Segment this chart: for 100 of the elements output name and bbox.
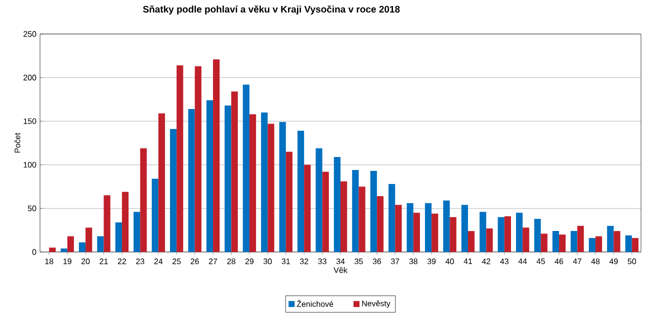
x-tick-label: 34	[336, 258, 345, 264]
chart-title: Sňatky podle pohlaví a věku v Kraji Vysočina v roce 2018	[142, 5, 400, 14]
x-tick-label: 36	[372, 258, 382, 264]
bar	[552, 231, 560, 252]
legend-label: Ženichové	[296, 300, 334, 307]
x-tick-label: 44	[518, 258, 527, 264]
x-tick-label: 32	[300, 258, 308, 264]
bar	[632, 238, 638, 252]
bar	[559, 234, 566, 252]
bar	[468, 231, 475, 252]
x-tick-label: 25	[172, 258, 181, 264]
bar	[78, 242, 86, 252]
bar	[104, 195, 110, 252]
y-tick-label: 50	[28, 206, 36, 212]
bar	[352, 170, 359, 252]
x-tick-label: 45	[536, 258, 545, 264]
x-tick-label: 41	[464, 258, 472, 264]
bar	[286, 152, 292, 252]
bar	[170, 129, 177, 252]
x-tick-label: 48	[591, 258, 600, 264]
bar	[334, 156, 340, 252]
bar	[67, 236, 74, 252]
bar	[297, 130, 304, 252]
x-tick-label: 49	[609, 258, 618, 264]
x-tick-label: 29	[245, 258, 254, 264]
x-axis-title: Věk	[334, 267, 348, 273]
bar	[340, 181, 348, 252]
bar	[213, 59, 220, 252]
bar	[522, 228, 530, 252]
y-tick-label: 100	[24, 162, 36, 168]
y-tick-label: 200	[24, 74, 36, 80]
x-tick-label: 42	[482, 258, 490, 264]
bar	[242, 84, 250, 252]
x-tick-label: 23	[136, 258, 144, 264]
bar	[358, 186, 366, 252]
x-tick-label: 33	[318, 258, 326, 264]
x-tick-label: 43	[500, 258, 508, 264]
y-axis-title: Počet	[14, 132, 20, 153]
bar	[498, 217, 504, 252]
x-tick-label: 21	[100, 258, 108, 264]
x-tick-label: 24	[154, 258, 163, 264]
bar	[115, 222, 122, 252]
bar	[49, 248, 56, 252]
bar	[406, 203, 414, 252]
bar	[279, 122, 286, 252]
bar	[316, 148, 322, 252]
x-tick-label: 31	[282, 258, 290, 264]
x-tick-label: 30	[264, 258, 272, 264]
y-tick-label: 0	[32, 249, 36, 255]
legend-label: Nevěsty	[362, 300, 390, 308]
bar	[188, 108, 195, 252]
bar	[97, 236, 104, 252]
bar	[534, 218, 541, 252]
x-tick-label: 28	[227, 258, 236, 264]
bar	[443, 200, 450, 252]
bar	[268, 124, 274, 252]
bar	[134, 212, 140, 252]
x-tick-label: 39	[427, 258, 436, 264]
x-tick-label: 46	[554, 258, 564, 264]
x-tick-label: 22	[118, 258, 126, 264]
bar	[231, 92, 238, 252]
bar	[607, 226, 614, 252]
bar	[516, 212, 523, 252]
bar	[432, 214, 438, 252]
bar	[194, 66, 202, 252]
bar	[413, 212, 420, 252]
bar	[86, 228, 92, 252]
bar	[376, 196, 384, 252]
x-tick-label: 18	[45, 258, 54, 264]
x-tick-label: 35	[354, 258, 363, 264]
bar	[370, 170, 377, 252]
bar	[395, 204, 402, 252]
bar	[176, 65, 184, 252]
y-tick-label: 150	[24, 118, 36, 124]
bar	[224, 105, 232, 252]
bar	[595, 236, 602, 252]
bar	[504, 216, 511, 252]
x-tick-label: 47	[572, 258, 582, 264]
bar	[486, 228, 493, 252]
bar	[614, 231, 620, 252]
bar	[249, 114, 256, 252]
bar	[625, 235, 632, 252]
x-tick-label: 19	[63, 258, 72, 264]
bar	[388, 184, 396, 252]
x-tick-label: 40	[446, 258, 454, 264]
bar	[577, 226, 584, 252]
bar	[424, 203, 432, 252]
bar	[461, 204, 468, 252]
x-tick-label: 37	[390, 258, 400, 264]
x-tick-label: 20	[81, 258, 90, 264]
bar	[206, 100, 214, 252]
x-tick-label: 27	[208, 258, 218, 264]
bar	[152, 178, 158, 252]
bar	[322, 172, 329, 252]
x-tick-label: 26	[190, 258, 199, 264]
bar	[60, 248, 68, 252]
x-tick-label: 38	[409, 258, 418, 264]
bar	[588, 238, 596, 252]
bar	[480, 212, 486, 252]
bar	[304, 164, 311, 252]
